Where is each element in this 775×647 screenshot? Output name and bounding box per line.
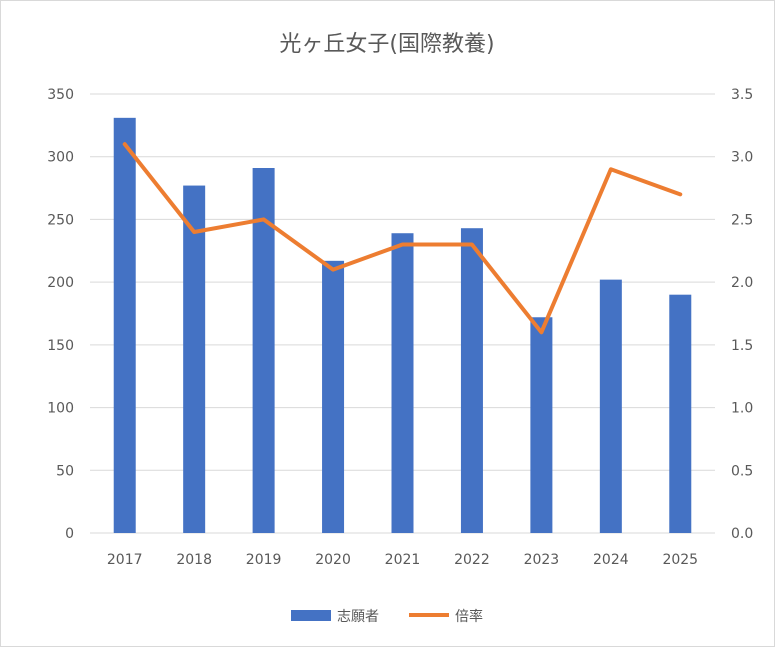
ratio-line (122, 142, 683, 335)
right-tick-label: 1.0 (731, 401, 753, 417)
x-tick-label: 2021 (385, 552, 421, 568)
bar-applicants-2017 (113, 117, 136, 534)
x-tick-label: 2017 (107, 552, 143, 568)
ratio-line-layer (122, 142, 683, 335)
x-tick-label: 2020 (315, 552, 351, 568)
x-tick-label: 2022 (454, 552, 490, 568)
bar-applicants-2022 (460, 228, 483, 534)
left-tick-label: 0 (65, 526, 74, 542)
applicants-bars (113, 117, 692, 534)
bar-applicants-2023 (530, 317, 553, 533)
right-tick-label: 2.0 (731, 275, 753, 291)
x-axis-ticks: 2017 2018 2019 2020 2021 2022 2023 2024 2025 (107, 552, 698, 568)
x-tick-label: 2025 (662, 552, 698, 568)
right-axis-ticks: 0.0 0.5 1.0 1.5 2.0 2.5 3.0 3.5 (731, 87, 753, 542)
right-tick-label: 2.5 (731, 212, 753, 228)
left-tick-label: 300 (47, 150, 74, 166)
bar-applicants-2025 (669, 294, 692, 533)
right-tick-label: 3.0 (731, 150, 753, 166)
bar-applicants-2020 (322, 260, 345, 533)
left-tick-label: 50 (56, 463, 74, 479)
left-tick-label: 200 (47, 275, 74, 291)
left-tick-label: 350 (47, 87, 74, 103)
right-tick-label: 1.5 (731, 338, 753, 354)
left-tick-label: 250 (47, 212, 74, 228)
bar-applicants-2021 (391, 233, 414, 533)
x-tick-label: 2018 (176, 552, 212, 568)
legend-swatch-applicants (291, 610, 331, 621)
bar-applicants-2018 (183, 185, 206, 533)
left-axis-ticks: 0 50 100 150 200 250 300 350 (47, 87, 74, 542)
left-tick-label: 150 (47, 338, 74, 354)
x-tick-label: 2024 (593, 552, 629, 568)
chart-title: 光ヶ丘女子(国際教養) (279, 32, 494, 57)
bar-applicants-2024 (599, 279, 622, 533)
left-tick-label: 100 (47, 401, 74, 417)
legend: 志願者 倍率 (291, 608, 483, 625)
bar-applicants-2019 (252, 168, 275, 533)
legend-label-ratio: 倍率 (455, 608, 483, 625)
x-tick-label: 2023 (524, 552, 560, 568)
right-tick-label: 3.5 (731, 87, 753, 103)
x-tick-label: 2019 (246, 552, 282, 568)
right-tick-label: 0.0 (731, 526, 753, 542)
right-tick-label: 0.5 (731, 463, 753, 479)
legend-label-applicants: 志願者 (337, 609, 379, 625)
